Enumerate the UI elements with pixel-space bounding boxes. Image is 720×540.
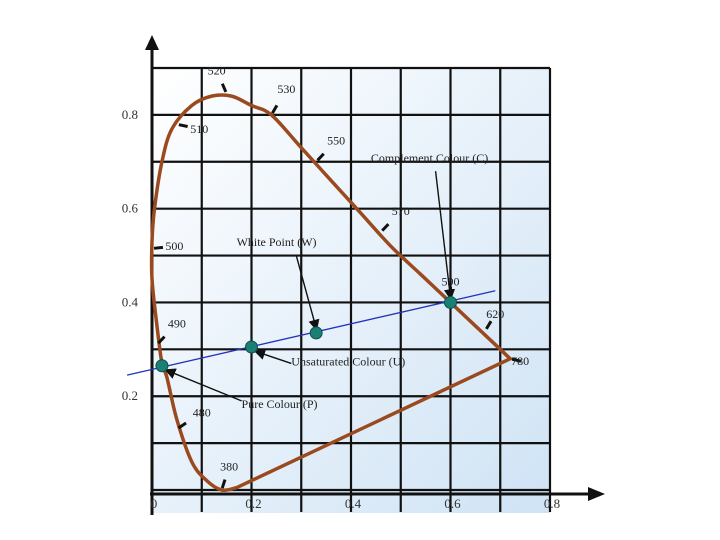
pure-colour-point [155, 359, 169, 373]
wavelength-label: 510 [190, 122, 208, 136]
white-point [309, 326, 323, 340]
y-tick-label: 0.8 [122, 107, 138, 122]
annotation-arrow [295, 255, 320, 331]
wavelength-tick [381, 223, 390, 232]
x-tick-label: 0.4 [345, 496, 362, 511]
wavelength-label: 490 [168, 317, 186, 331]
y-tick-label: 0.6 [122, 201, 139, 216]
annotation-label: Unsaturated Colour (U) [291, 355, 405, 369]
x-tick-label: 0.2 [245, 496, 261, 511]
wavelength-label: 520 [208, 63, 226, 77]
wavelength-tick [153, 245, 164, 250]
grid [150, 66, 552, 512]
annotation-arrow [164, 368, 242, 402]
wavelength-label: 530 [277, 82, 295, 96]
wavelength-tick [178, 123, 188, 128]
wavelength-tick [511, 357, 522, 363]
y-tick-label: 0.2 [122, 388, 138, 403]
wavelength-label: 620 [486, 307, 504, 321]
wavelength-tick [271, 104, 279, 114]
annotations: Complement Colour (C) White Point (W) Unsa… [164, 151, 488, 411]
wavelength-label: 590 [442, 274, 460, 288]
x-tick-label: 0.6 [444, 496, 461, 511]
wavelength-label: 780 [511, 354, 529, 368]
y-tick-label: 0.4 [122, 294, 139, 309]
wavelength-tick [316, 152, 325, 162]
annotation-label: Pure Colour (P) [242, 397, 318, 411]
annotation-arrow [434, 171, 456, 301]
complement-colour-point [444, 295, 457, 309]
x-tick-label: 0.8 [544, 496, 560, 511]
y-axis-arrow [145, 35, 159, 50]
spectral-locus [149, 93, 514, 493]
wavelength-labels: 520 530 510 550 570 500 590 620 780 490 480 380 [153, 63, 529, 489]
colour-points [155, 295, 457, 373]
wavelength-label: 480 [193, 406, 211, 420]
wavelength-tick [157, 335, 166, 345]
wavelength-label: 380 [220, 460, 238, 474]
wavelength-label: 500 [165, 239, 183, 253]
wavelength-label: 550 [327, 134, 345, 148]
tick-labels: 0 0.2 0.4 0.6 0.8 0.2 0.4 0.6 0.8 [122, 107, 560, 511]
wavelength-tick [220, 83, 228, 93]
wavelength-label: 570 [392, 204, 410, 218]
wavelength-tick [485, 320, 493, 330]
x-axis-arrow [588, 487, 605, 501]
wavelength-tick [177, 421, 187, 430]
wavelength-tick [220, 479, 227, 489]
annotation-label: Complement Colour (C) [371, 151, 488, 165]
annotation-label: White Point (W) [237, 235, 317, 249]
x-tick-label: 0 [151, 496, 158, 511]
annotation-arrow [253, 349, 292, 365]
unsaturated-colour-point [245, 340, 258, 354]
